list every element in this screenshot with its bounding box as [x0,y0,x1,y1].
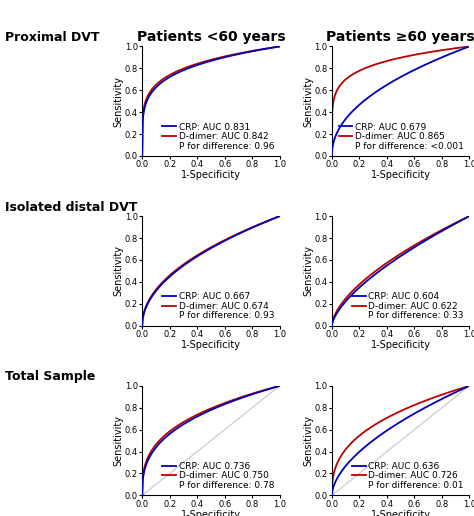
X-axis label: 1-Specificity: 1-Specificity [371,170,430,181]
X-axis label: 1-Specificity: 1-Specificity [181,340,241,350]
X-axis label: 1-Specificity: 1-Specificity [181,510,241,516]
Y-axis label: Sensitivity: Sensitivity [303,76,313,127]
Legend: CRP: AUC 0.636, D-dimer: AUC 0.726, P for difference: 0.01: CRP: AUC 0.636, D-dimer: AUC 0.726, P fo… [351,461,465,491]
Legend: CRP: AUC 0.679, D-dimer: AUC 0.865, P for difference: <0.001: CRP: AUC 0.679, D-dimer: AUC 0.865, P fo… [338,122,465,151]
Text: Total Sample: Total Sample [5,370,95,383]
Y-axis label: Sensitivity: Sensitivity [303,415,313,466]
Legend: CRP: AUC 0.667, D-dimer: AUC 0.674, P for difference: 0.93: CRP: AUC 0.667, D-dimer: AUC 0.674, P fo… [162,292,275,321]
Y-axis label: Sensitivity: Sensitivity [113,76,123,127]
Text: Patients ≥60 years: Patients ≥60 years [326,30,474,44]
Text: Isolated distal DVT: Isolated distal DVT [5,201,137,214]
Legend: CRP: AUC 0.736, D-dimer: AUC 0.750, P for difference: 0.78: CRP: AUC 0.736, D-dimer: AUC 0.750, P fo… [162,461,275,491]
X-axis label: 1-Specificity: 1-Specificity [371,340,430,350]
Text: Proximal DVT: Proximal DVT [5,31,99,44]
Legend: CRP: AUC 0.604, D-dimer: AUC 0.622, P for difference: 0.33: CRP: AUC 0.604, D-dimer: AUC 0.622, P fo… [351,292,465,321]
X-axis label: 1-Specificity: 1-Specificity [181,170,241,181]
Y-axis label: Sensitivity: Sensitivity [113,415,123,466]
Y-axis label: Sensitivity: Sensitivity [113,246,123,296]
Text: Patients <60 years: Patients <60 years [137,30,285,44]
Y-axis label: Sensitivity: Sensitivity [303,246,313,296]
Legend: CRP: AUC 0.831, D-dimer: AUC 0.842, P for difference: 0.96: CRP: AUC 0.831, D-dimer: AUC 0.842, P fo… [162,122,275,151]
X-axis label: 1-Specificity: 1-Specificity [371,510,430,516]
